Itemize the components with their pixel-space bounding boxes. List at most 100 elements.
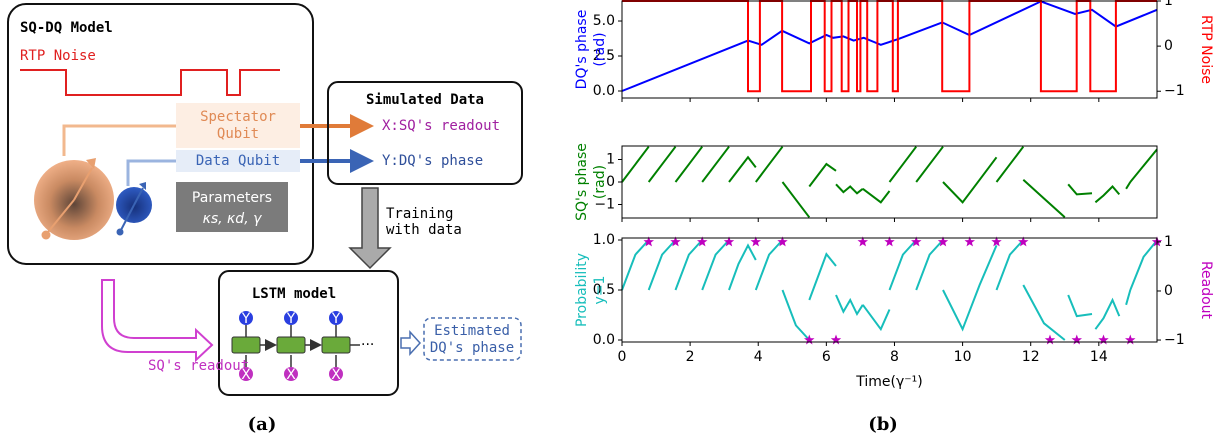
- marker: [937, 236, 949, 247]
- x-tick-label: 6: [822, 349, 831, 365]
- marker: [804, 334, 815, 345]
- y2-tick-label: −1: [1164, 83, 1185, 99]
- simulated-x: X:SQ's readout: [382, 118, 500, 134]
- parameter-symbols: κs, κd, γ: [203, 211, 262, 227]
- ellipsis: ···: [361, 337, 374, 353]
- spin-arrow: [120, 204, 135, 231]
- x-axis-label: Time(γ⁻¹): [855, 374, 922, 390]
- marker: [1018, 236, 1029, 247]
- parameters-box: [176, 182, 288, 232]
- marker: [697, 236, 708, 247]
- marker: [911, 236, 922, 247]
- axes-frame: [621, 0, 1158, 99]
- data-line: [621, 239, 1158, 341]
- input-node: [284, 367, 298, 381]
- x-tick-label: 14: [1090, 349, 1108, 365]
- spin-arrow: [73, 167, 93, 201]
- marker: [884, 236, 895, 247]
- panel-label: (a): [248, 414, 277, 435]
- data-qubit-label: Data Qubit: [196, 153, 280, 169]
- y2-axis-label: Readout: [1198, 261, 1214, 320]
- y2-tick-label: −1: [1164, 332, 1185, 348]
- y2-tick-label: 0: [1164, 283, 1173, 299]
- output-label: DQ's phase: [430, 340, 514, 356]
- y-axis-label: y=1: [592, 276, 608, 305]
- y2-tick-label: 1: [1164, 234, 1173, 250]
- data-qubit-box: [176, 150, 300, 172]
- lstm-cell: [231, 336, 261, 354]
- y-tick-label: 2.5: [593, 48, 615, 64]
- output-label: Y: [286, 311, 296, 327]
- y-tick-label: 0.0: [593, 332, 615, 348]
- lstm-cells: [231, 311, 360, 381]
- spectator-link: [62, 124, 176, 156]
- parameters-label: Parameters: [192, 190, 272, 206]
- marker: [857, 236, 868, 247]
- y-axis-label: (rad): [592, 32, 608, 66]
- training-arrow: [348, 187, 392, 270]
- x-tick-label: 2: [686, 349, 695, 365]
- output-node: [284, 311, 298, 325]
- spectator-box: [176, 103, 300, 148]
- x-tick-label: 4: [754, 349, 763, 365]
- step-line: [622, 0, 1157, 93]
- marker: [750, 236, 761, 247]
- marker: [723, 236, 735, 247]
- spectator-label: Qubit: [217, 126, 259, 142]
- noise-wave: [20, 69, 280, 96]
- input-label: X: [286, 367, 296, 383]
- spin-arrow: [133, 187, 144, 206]
- marker: [1071, 334, 1082, 345]
- y-tick-label: −1: [594, 197, 615, 213]
- spin-tail: [116, 228, 124, 236]
- y-axis-label: Probability: [574, 253, 590, 327]
- y-tick-label: 1: [606, 152, 615, 168]
- y2-axis-label: RTP Noise: [1198, 15, 1214, 84]
- marker: [991, 236, 1002, 247]
- training-label: Training: [386, 206, 453, 222]
- spin-arrow-head: [86, 158, 96, 169]
- spectator-label: Spectator: [200, 109, 276, 125]
- input-label: X: [331, 367, 341, 383]
- input-node: [239, 367, 253, 381]
- y2-tick-label: 0: [1164, 38, 1173, 54]
- noise-label: RTP Noise: [20, 48, 96, 64]
- output-box: [423, 317, 522, 361]
- x-tick-label: 10: [954, 349, 972, 365]
- output-label: Estimated: [434, 323, 510, 339]
- x-tick-label: 0: [618, 349, 627, 365]
- data-line: [621, 0, 1158, 92]
- marker: [643, 236, 654, 247]
- output-arrow: [400, 330, 422, 356]
- input-arrow: [101, 279, 214, 363]
- marker: [777, 236, 788, 247]
- y2-tick-label: 1: [1164, 0, 1173, 9]
- marker: [1044, 334, 1056, 345]
- lstm-title: LSTM model: [252, 286, 336, 302]
- spin-tail: [41, 230, 51, 240]
- data-line: [621, 146, 1158, 219]
- panel-label: (b): [868, 414, 898, 435]
- input-label: X: [241, 367, 251, 383]
- marker: [830, 334, 842, 345]
- model-title: SQ-DQ Model: [20, 20, 113, 36]
- x-tick-label: 8: [890, 349, 899, 365]
- spin-arrow-head: [139, 182, 146, 190]
- y-tick-label: 0: [606, 174, 615, 190]
- y-axis-label: DQ's phase: [574, 10, 590, 90]
- simulated-box: [327, 81, 523, 185]
- training-label: with data: [386, 222, 462, 238]
- input-node: [329, 367, 343, 381]
- x-tick-label: 12: [1022, 349, 1040, 365]
- y-tick-label: 5.0: [593, 13, 615, 29]
- output-node: [329, 311, 343, 325]
- y-axis-label: (rad): [592, 165, 608, 199]
- marker: [1098, 334, 1109, 345]
- data-link: [126, 159, 176, 186]
- simulated-y: Y:DQ's phase: [382, 153, 483, 169]
- spin-arrow: [47, 199, 75, 233]
- input-label: SQ's readout: [148, 358, 249, 374]
- lstm-box: [218, 270, 399, 396]
- output-label: Y: [331, 311, 341, 327]
